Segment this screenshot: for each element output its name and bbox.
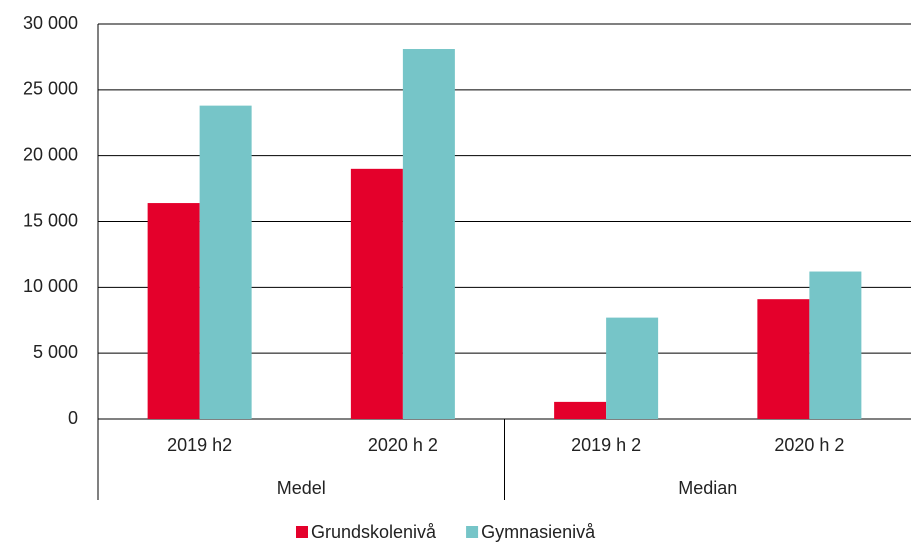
legend-swatch [296,526,308,538]
legend-swatch [466,526,479,538]
bar [554,401,607,419]
legend-label: Grundskolenivå [311,522,437,542]
x-tick-label: 2020 h 2 [368,435,438,455]
y-tick-label: 30 000 [23,13,78,33]
bar [147,203,200,419]
y-tick-label: 0 [68,408,78,428]
bar [350,168,403,419]
legend-label: Gymnasienivå [481,522,596,542]
bar [606,317,659,419]
group-label: Medel [277,478,326,498]
x-tick-label: 2019 h 2 [571,435,641,455]
y-tick-label: 5 000 [33,342,78,362]
y-tick-label: 15 000 [23,210,78,230]
x-tick-label: 2020 h 2 [774,435,844,455]
y-tick-label: 10 000 [23,276,78,296]
bar [199,105,252,419]
bar [757,299,810,419]
y-tick-label: 20 000 [23,144,78,164]
bar [402,49,455,420]
y-tick-label: 25 000 [23,79,78,99]
group-label: Median [678,478,737,498]
bar [809,271,862,419]
x-tick-label: 2019 h2 [167,435,232,455]
